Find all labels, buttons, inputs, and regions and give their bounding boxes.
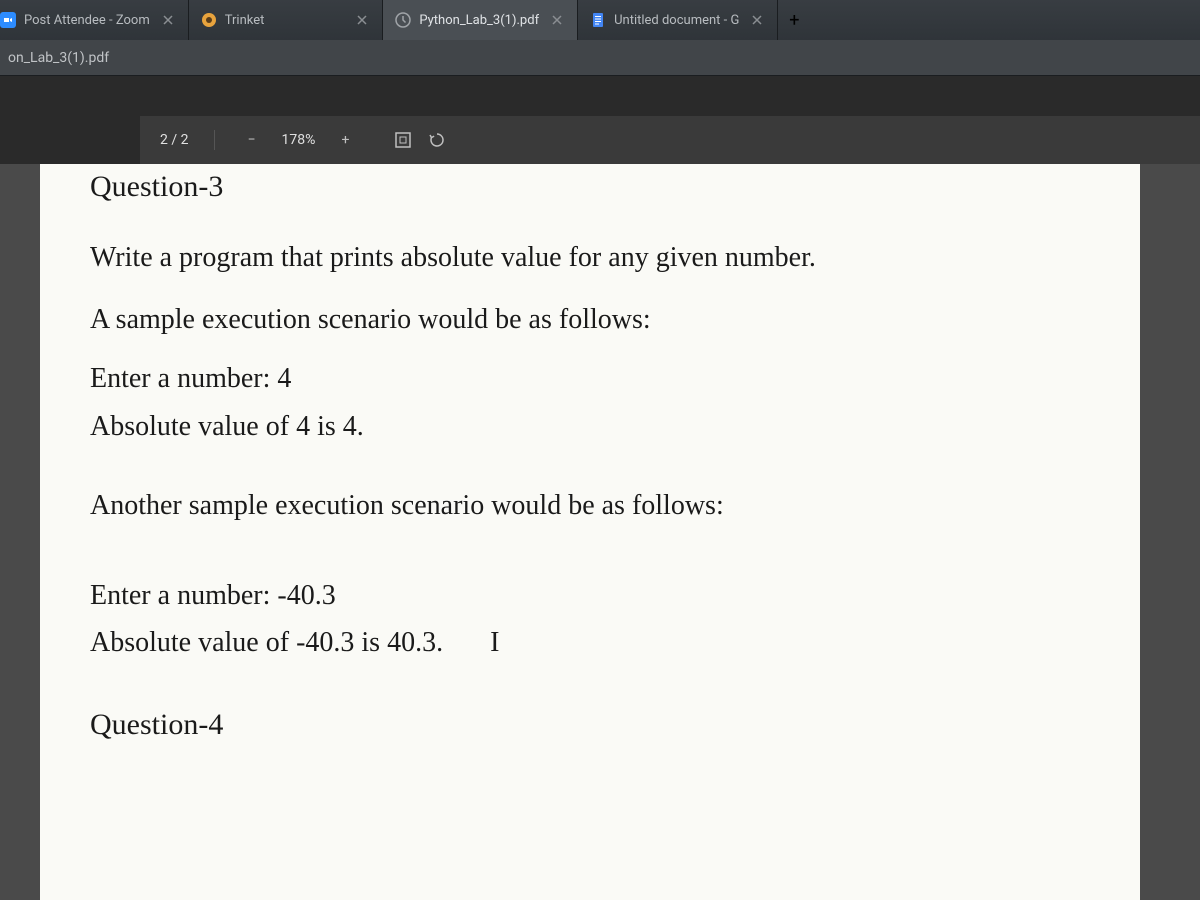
view-group <box>393 130 447 150</box>
tab-docs[interactable]: Untitled document - G <box>578 0 778 40</box>
sample-1-line-2: Absolute value of 4 is 4. <box>90 405 1090 448</box>
zoom-in-button[interactable]: + <box>335 130 355 150</box>
fit-page-icon[interactable] <box>393 130 413 150</box>
zoom-level[interactable]: 178% <box>275 132 321 148</box>
sample-2-line-2: Absolute value of -40.3 is 40.3. I <box>90 621 1090 664</box>
tab-title: Untitled document - G <box>614 13 739 28</box>
zoom-out-button[interactable]: − <box>241 130 261 150</box>
sample-intro-2: Another sample execution scenario would … <box>90 482 1090 530</box>
docs-favicon-icon <box>590 12 606 28</box>
file-name-bar: on_Lab_3(1).pdf <box>0 40 1200 76</box>
page-indicator[interactable]: 2 / 2 <box>160 132 188 148</box>
pdf-toolbar-wrapper: 2 / 2 − 178% + <box>0 76 1200 164</box>
sample-1-line-1: Enter a number: 4 <box>90 357 1090 400</box>
tab-close-icon[interactable] <box>749 12 765 28</box>
plus-icon: + <box>341 132 349 148</box>
tab-close-icon[interactable] <box>160 12 176 28</box>
tab-pdf[interactable]: Python_Lab_3(1).pdf <box>383 0 578 40</box>
tab-close-icon[interactable] <box>549 12 565 28</box>
trinket-favicon-icon <box>201 12 217 28</box>
tab-title: Post Attendee - Zoom <box>24 13 150 28</box>
pdf-page: Question-3 Write a program that prints a… <box>40 164 1140 900</box>
zoom-group: − 178% + <box>241 130 355 150</box>
page-group: 2 / 2 <box>160 132 188 148</box>
tab-trinket[interactable]: Trinket <box>189 0 384 40</box>
sample-2-line-2-text: Absolute value of -40.3 is 40.3. <box>90 627 443 658</box>
tab-zoom[interactable]: Post Attendee - Zoom <box>0 0 189 40</box>
filename-label: on_Lab_3(1).pdf <box>8 50 109 66</box>
text-cursor-icon: I <box>490 621 499 664</box>
sample-2-line-1: Enter a number: -40.3 <box>90 574 1090 617</box>
question-4-heading: Question-4 <box>90 708 1090 742</box>
sample-intro-1: A sample execution scenario would be as … <box>90 296 1090 344</box>
question-3-heading: Question-3 <box>90 170 1090 204</box>
browser-tab-bar: Post Attendee - Zoom Trinket Python_Lab_… <box>0 0 1200 40</box>
pdf-favicon-icon <box>395 12 411 28</box>
pdf-viewport[interactable]: Question-3 Write a program that prints a… <box>0 164 1200 900</box>
pdf-toolbar: 2 / 2 − 178% + <box>140 116 1200 164</box>
tab-title: Trinket <box>225 13 265 28</box>
tab-title: Python_Lab_3(1).pdf <box>419 13 539 28</box>
plus-icon: + <box>789 10 799 31</box>
zoom-favicon-icon <box>0 12 16 28</box>
minus-icon: − <box>247 132 255 148</box>
toolbar-divider <box>214 130 215 150</box>
rotate-icon[interactable] <box>427 130 447 150</box>
new-tab-button[interactable]: + <box>778 0 810 40</box>
instruction-paragraph: Write a program that prints absolute val… <box>90 234 1090 282</box>
tab-close-icon[interactable] <box>354 12 370 28</box>
